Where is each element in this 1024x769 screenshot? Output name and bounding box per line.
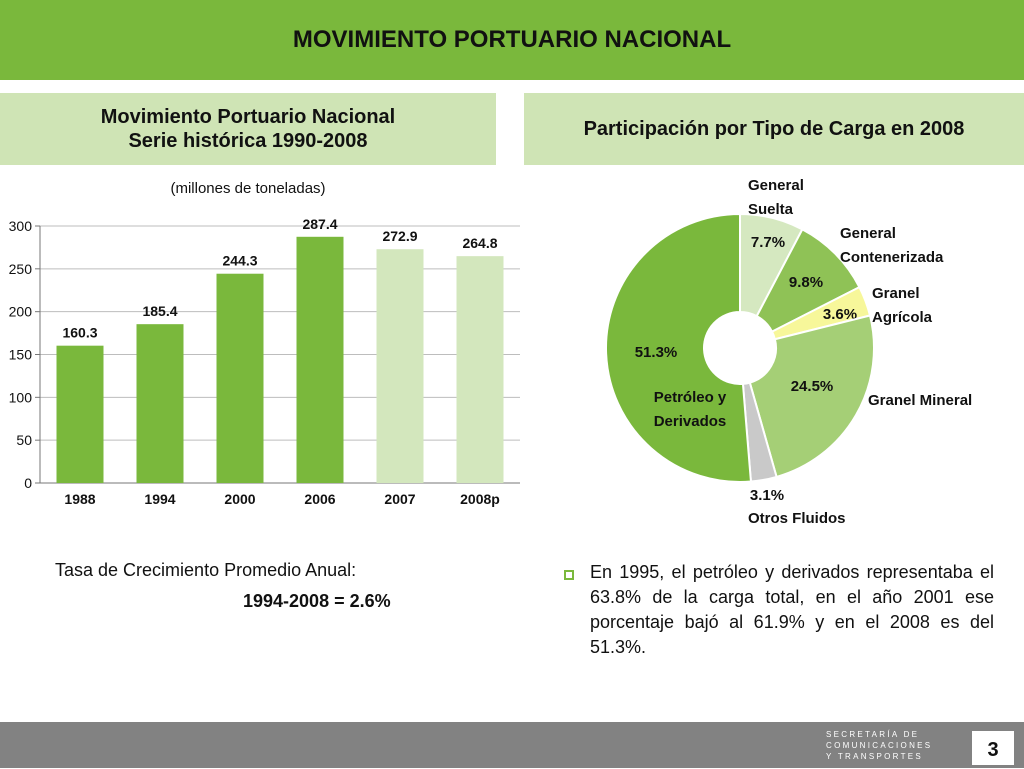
pie-category-label: Derivados	[654, 413, 727, 430]
page-title: MOVIMIENTO PORTUARIO NACIONAL	[292, 26, 732, 53]
pie-chart-header: Participación por Tipo de Carga en 2008	[524, 93, 1024, 165]
y-tick-label: 200	[9, 304, 33, 320]
y-tick-label: 50	[16, 432, 32, 448]
y-tick-label: 0	[24, 475, 32, 491]
pie-chart: 7.7% General Suelta 9.8% General Contenerizad…	[604, 177, 972, 527]
x-tick-label: 1988	[64, 491, 95, 507]
bar	[216, 273, 264, 483]
bar-chart: (millones de toneladas) 0 50 100 150 200 250 3…	[9, 180, 520, 507]
bar-chart-title-line1: Movimiento Portuario Nacional	[100, 106, 396, 128]
pie-category-label: Suelta	[748, 201, 794, 218]
bar-chart-subtitle: (millones de toneladas)	[170, 180, 325, 197]
y-tick-label: 150	[9, 347, 33, 363]
org-line-1: SECRETARÍA DE	[826, 730, 920, 739]
pie-percent-label: 3.1%	[750, 487, 784, 504]
pie-category-label: General	[748, 177, 804, 194]
bar-value-label: 185.4	[142, 303, 177, 319]
pie-percent-label: 7.7%	[751, 234, 785, 251]
bar-chart-header: Movimiento Portuario Nacional Serie hist…	[0, 93, 496, 165]
bar	[376, 249, 424, 483]
bar	[456, 256, 504, 483]
bar-value-label: 244.3	[222, 253, 257, 269]
y-tick-label: 100	[9, 389, 33, 405]
bar	[136, 324, 184, 483]
x-tick-label: 2008p	[460, 491, 500, 507]
pie-percent-label: 9.8%	[789, 274, 823, 291]
bar-value-label: 160.3	[62, 325, 97, 341]
pie-percent-label: 51.3%	[635, 344, 678, 361]
x-tick-label: 2000	[224, 491, 255, 507]
bar	[296, 236, 344, 483]
y-tick-label: 300	[9, 218, 33, 234]
bar	[56, 345, 104, 483]
pie-category-label: Otros Fluidos	[748, 510, 846, 527]
bar-value-label: 272.9	[382, 228, 417, 244]
pie-category-label: Granel Mineral	[868, 392, 972, 409]
pie-percent-label: 3.6%	[823, 306, 857, 323]
bar-chart-title-line2: Serie histórica 1990-2008	[128, 130, 368, 152]
pie-category-label: Contenerizada	[840, 249, 944, 266]
square-bullet-icon	[564, 570, 574, 580]
growth-label: Tasa de Crecimiento Promedio Anual:	[55, 560, 357, 580]
pie-category-label: General	[840, 225, 896, 242]
page-number: 3	[972, 731, 1014, 765]
pie-category-label: Petróleo y	[654, 389, 727, 406]
bar-value-label: 287.4	[302, 216, 337, 232]
pie-slice	[748, 314, 875, 479]
note-item: En 1995, el petróleo y derivados represe…	[562, 560, 1002, 660]
pie-chart-title: Participación por Tipo de Carga en 2008	[583, 118, 965, 140]
growth-value: 1994-2008 = 2.6%	[243, 591, 391, 611]
x-tick-label: 1994	[144, 491, 175, 507]
bar-value-label: 264.8	[462, 235, 497, 251]
x-tick-label: 2006	[304, 491, 335, 507]
pie-slice	[604, 212, 753, 483]
org-line-3: Y TRANSPORTES	[826, 752, 924, 761]
footer-bar: SECRETARÍA DE COMUNICACIONES Y TRANSPORT…	[0, 722, 1024, 768]
header-bar: MOVIMIENTO PORTUARIO NACIONAL	[0, 0, 1024, 80]
org-line-2: COMUNICACIONES	[826, 741, 933, 750]
y-tick-label: 250	[9, 261, 33, 277]
x-tick-label: 2007	[384, 491, 415, 507]
pie-category-label: Agrícola	[872, 309, 933, 326]
note-text: En 1995, el petróleo y derivados represe…	[590, 562, 994, 657]
footer-organization: SECRETARÍA DE COMUNICACIONES Y TRANSPORT…	[826, 729, 932, 762]
pie-percent-label: 24.5%	[791, 378, 834, 395]
pie-category-label: Granel	[872, 285, 920, 302]
